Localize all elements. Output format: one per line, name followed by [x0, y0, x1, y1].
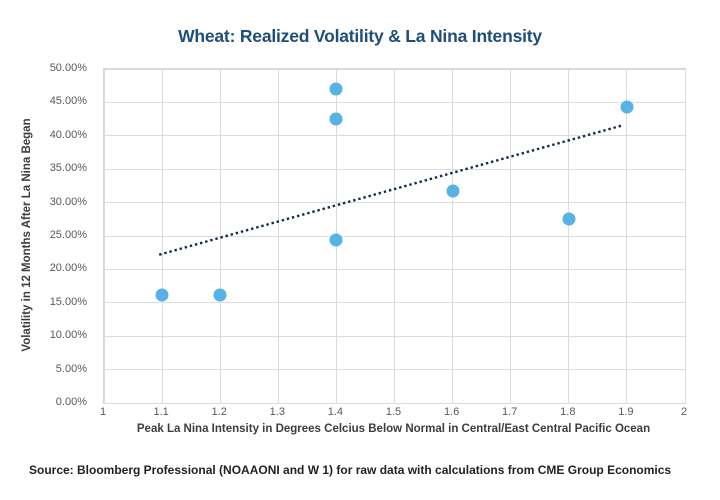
source-attribution: Source: Bloomberg Professional (NOAAONI … — [29, 463, 672, 477]
v-gridline — [394, 69, 395, 403]
y-tick-label: 20.00% — [49, 262, 87, 275]
x-tick-label: 1.1 — [153, 406, 169, 418]
x-axis-title: Peak La Nina Intensity in Degrees Celciu… — [136, 423, 651, 435]
h-gridline — [104, 402, 685, 404]
plot-area — [103, 68, 686, 404]
data-point — [329, 82, 343, 96]
trendline — [158, 124, 622, 256]
y-tick-label: 25.00% — [49, 229, 87, 241]
y-tick-label: 50.00% — [49, 62, 87, 74]
v-gridline — [510, 69, 512, 403]
v-gridline — [452, 69, 454, 403]
x-tick-label: 1.3 — [269, 406, 285, 418]
v-gridline — [103, 69, 105, 403]
y-axis-labels: 0.00% 5.00% 10.00% 15.00% 20.00% 25.00% 30.00%… — [0, 62, 95, 408]
v-gridline — [568, 69, 570, 403]
data-point — [562, 212, 576, 226]
x-tick-label: 1.2 — [211, 406, 227, 418]
y-tick-label: 35.00% — [49, 162, 87, 175]
y-tick-label: 5.00% — [55, 362, 87, 375]
data-point — [329, 233, 343, 247]
y-tick-label: 0.00% — [55, 396, 87, 408]
y-tick-label: 30.00% — [49, 195, 87, 208]
x-tick-label: 1.5 — [385, 406, 402, 418]
trendline-segment — [158, 124, 622, 256]
v-gridline — [161, 69, 163, 403]
v-gridline — [277, 69, 279, 403]
v-gridline — [684, 69, 686, 403]
x-tick-label: 1.8 — [560, 406, 576, 418]
x-tick-label: 1.7 — [502, 406, 518, 418]
y-tick-label: 10.00% — [49, 329, 87, 342]
y-tick-label: 40.00% — [49, 128, 87, 141]
v-gridline — [219, 69, 221, 403]
chart-title: Wheat: Realized Volatility & La Nina Int… — [178, 26, 542, 46]
data-point — [329, 112, 343, 126]
x-tick-label: 1.9 — [618, 406, 634, 418]
y-tick-label: 45.00% — [49, 95, 87, 108]
v-gridline — [626, 69, 628, 403]
data-point — [213, 288, 227, 302]
x-tick-label: 1.6 — [443, 406, 460, 418]
data-point — [446, 184, 460, 198]
x-tick-label: 2 — [680, 406, 688, 418]
x-tick-label: 1 — [99, 406, 107, 418]
data-point — [620, 100, 634, 114]
x-tick-label: 1.4 — [327, 406, 344, 418]
y-tick-label: 15.00% — [49, 295, 87, 308]
x-axis-labels: 1 1.1 1.2 1.3 1.4 1.5 1.6 1.7 1.8 1.9 2 — [99, 406, 688, 420]
data-point — [155, 288, 169, 302]
